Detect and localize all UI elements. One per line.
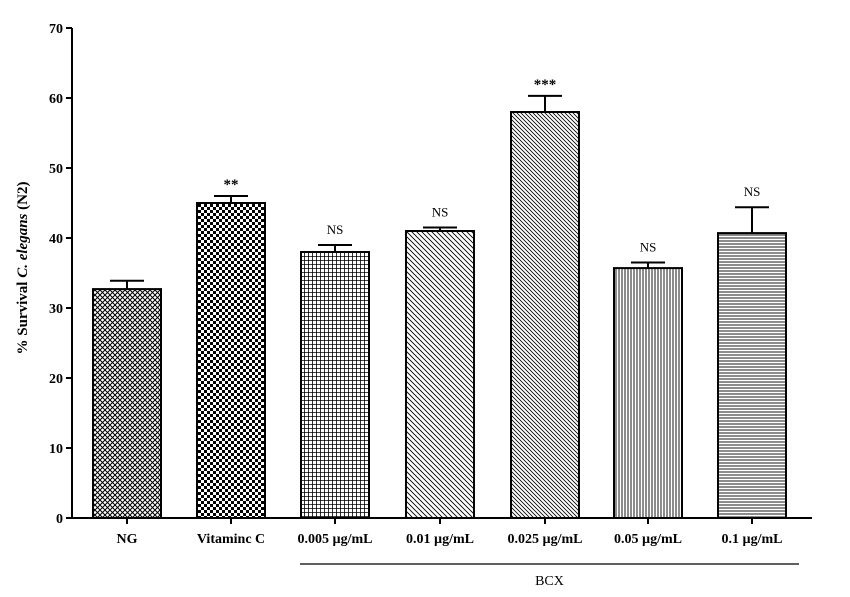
bar-group <box>92 279 162 519</box>
group-label: BCX <box>535 574 564 589</box>
y-tick-label: 50 <box>49 162 63 177</box>
y-tick-label: 20 <box>49 372 63 387</box>
x-tick-label: 0.05 µg/mL <box>614 532 682 547</box>
bar <box>300 251 370 519</box>
bars: ** NS NS *** NS NS <box>92 77 787 519</box>
x-tick-label: NG <box>117 532 138 547</box>
y-tick-label: 70 <box>49 22 63 37</box>
x-axis: NG Vitaminc C 0.005 µg/mL 0.01 µg/mL 0.025 µ… <box>72 517 812 547</box>
bar <box>613 267 683 519</box>
y-axis-label-part: C. elegans <box>15 213 31 277</box>
y-tick-label: 10 <box>49 442 63 457</box>
significance-label: *** <box>534 77 557 93</box>
significance-label: ** <box>224 177 239 193</box>
bar <box>92 288 162 519</box>
y-tick-label: 0 <box>56 512 63 527</box>
bar-group: NS <box>717 184 787 519</box>
significance-label: NS <box>432 205 449 220</box>
x-tick-label: Vitaminc C <box>197 532 265 547</box>
bar <box>196 202 266 519</box>
y-tick-label: 60 <box>49 92 63 107</box>
group-bracket: BCX <box>300 563 799 589</box>
x-tick-label: 0.01 µg/mL <box>406 532 474 547</box>
bar-group: NS <box>405 205 475 519</box>
bar <box>717 232 787 519</box>
bar <box>510 111 580 519</box>
bar-group: NS <box>300 222 370 519</box>
bar <box>405 230 475 519</box>
y-axis-label: % Survival C. elegans (N2) <box>15 182 31 355</box>
x-tick-label: 0.025 µg/mL <box>508 532 583 547</box>
y-axis-label-part: % Survival <box>15 278 31 355</box>
bar-group: NS <box>613 240 683 519</box>
bar-group: *** <box>510 77 580 519</box>
x-tick-label: 0.005 µg/mL <box>298 532 373 547</box>
y-tick-label: 30 <box>49 302 63 317</box>
significance-label: NS <box>744 184 761 199</box>
y-axis: 0 10 20 30 40 50 60 70 <box>49 22 73 527</box>
significance-label: NS <box>327 222 344 237</box>
bar-group: ** <box>196 177 266 519</box>
y-axis-label-part: (N2) <box>15 182 31 214</box>
x-tick-label: 0.1 µg/mL <box>722 532 783 547</box>
y-tick-label: 40 <box>49 232 63 247</box>
significance-label: NS <box>640 240 657 255</box>
